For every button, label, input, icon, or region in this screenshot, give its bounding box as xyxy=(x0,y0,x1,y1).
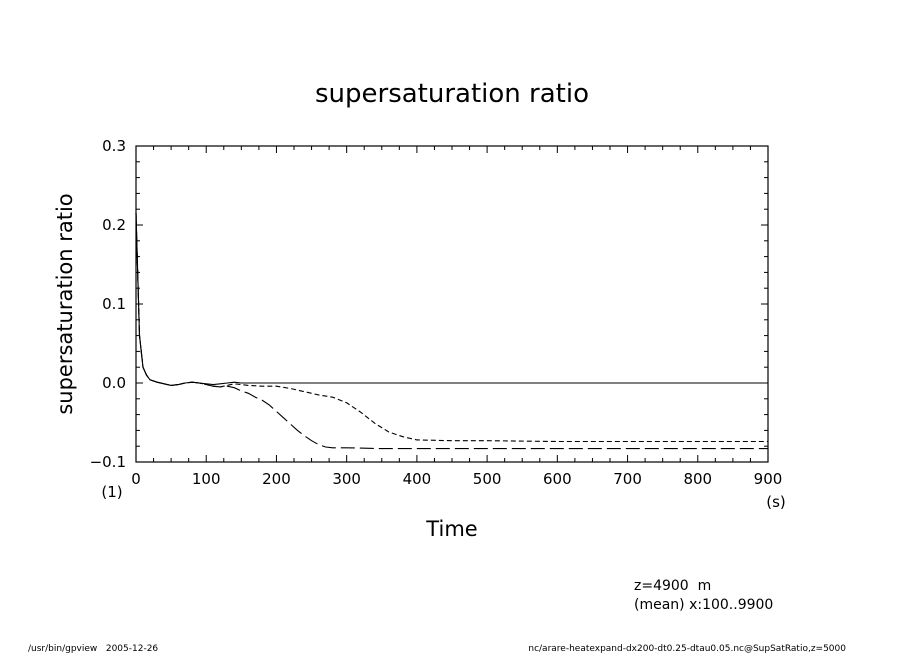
footer-right: nc/arare-heatexpand-dx200-dt0.25-dtau0.0… xyxy=(528,644,846,654)
footer-left: /usr/bin/gpview 2005-12-26 xyxy=(28,644,158,654)
plot-frame xyxy=(135,145,769,463)
y-unit-label: (1) xyxy=(101,483,122,501)
x-tick-label: 400 xyxy=(403,470,432,488)
y-tick-label: 0.2 xyxy=(102,216,126,234)
y-tick-label: 0.0 xyxy=(102,374,126,392)
x-tick-label: 200 xyxy=(262,470,291,488)
y-tick-labels: 0.3 0.2 0.1 0.0 −0.1 xyxy=(90,137,126,471)
x-tick-label: 300 xyxy=(332,470,361,488)
x-tick-label: 0 xyxy=(131,470,141,488)
chart-title: supersaturation ratio xyxy=(315,79,589,109)
x-tick-label: 900 xyxy=(754,470,783,488)
x-tick-label: 600 xyxy=(543,470,572,488)
x-unit-label: (s) xyxy=(766,493,786,511)
x-axis-label: Time xyxy=(425,517,477,541)
mean-annotation: (mean) x:100..9900 xyxy=(634,597,773,613)
x-tick-label: 800 xyxy=(683,470,712,488)
series-line-long-dash xyxy=(135,213,768,450)
x-tick-labels: 0 100 200 300 400 500 600 700 800 900 xyxy=(131,470,782,488)
x-tick-label: 500 xyxy=(473,470,502,488)
level-annotation: z=4900 m xyxy=(634,578,711,594)
x-tick-label: 700 xyxy=(613,470,642,488)
axis-ticks xyxy=(135,145,769,463)
x-tick-label: 100 xyxy=(192,470,221,488)
series-line-solid xyxy=(135,213,768,386)
y-tick-label: −0.1 xyxy=(90,453,126,471)
series-line-dashed xyxy=(135,213,768,443)
series-layer xyxy=(135,213,768,450)
y-tick-label: 0.3 xyxy=(102,137,126,155)
y-axis-label: supersaturation ratio xyxy=(53,193,77,414)
y-tick-label: 0.1 xyxy=(102,295,126,313)
